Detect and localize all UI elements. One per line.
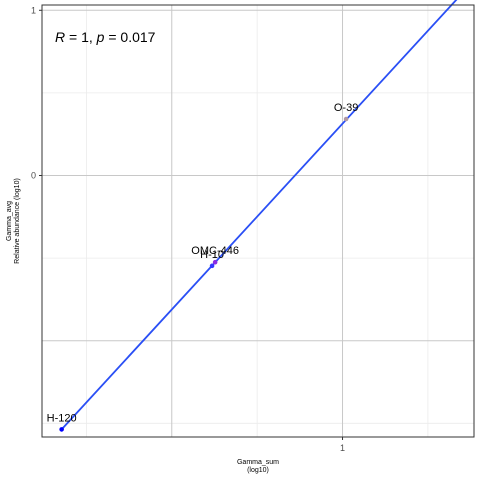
plot-border (41, 4, 475, 438)
regression-line (60, 0, 458, 431)
major-gridlines (42, 5, 474, 437)
x-axis-title-line2: (log10) (247, 467, 269, 474)
p-value-text: = 0.017 (104, 29, 155, 45)
r-value-text: = 1, (65, 29, 97, 45)
point-h-120 (59, 427, 64, 432)
y-axis-title-line1: Gamma_avg (6, 201, 13, 241)
y-axis-ticks: 10 (31, 5, 42, 180)
minor-gridlines (42, 5, 474, 437)
point-label-o-39: O-39 (334, 102, 358, 114)
point-omc-446 (212, 259, 218, 265)
x-axis-ticks: 12 (340, 437, 345, 453)
point-label-omc-446: OMC-446 (191, 245, 239, 257)
stat-annotation: R = 1, p = 0.017 (55, 29, 156, 45)
point-o-39 (343, 116, 349, 122)
plot-panel (42, 5, 474, 437)
point-h-10 (209, 263, 215, 269)
y-tick-label: 0 (31, 170, 36, 180)
r-symbol: R (55, 29, 65, 45)
y-axis-title-line2: Relative abundance (log10) (14, 178, 21, 264)
y-tick-label: 1 (31, 5, 36, 15)
data-points (59, 116, 349, 432)
point-label-h-10: H-10 (200, 249, 224, 261)
x-axis-title-line1: Gamma_sum (237, 459, 279, 466)
p-symbol: p (96, 29, 105, 45)
point-label-h-120: H-120 (47, 412, 77, 424)
x-tick-label: 1 (340, 443, 345, 453)
